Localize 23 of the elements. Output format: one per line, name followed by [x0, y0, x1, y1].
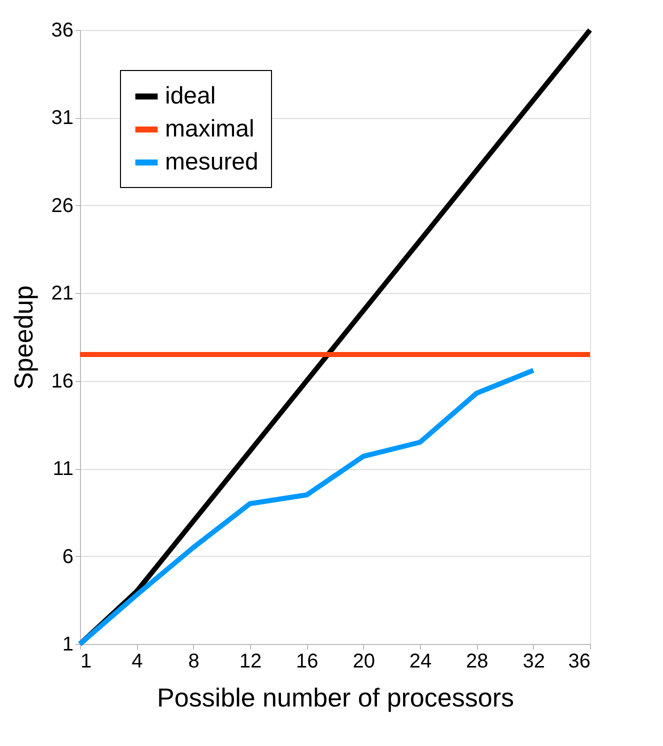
x-tick-label: 4	[132, 650, 143, 672]
legend-label: maximal	[165, 116, 254, 142]
x-tick-label: 1	[80, 650, 92, 672]
x-tick-label: 20	[352, 650, 375, 672]
x-axis-title: Possible number of processors	[157, 682, 514, 712]
legend-label: mesured	[165, 148, 258, 176]
x-tick-label: 32	[522, 650, 545, 672]
y-tick-label: 6	[62, 546, 74, 568]
y-tick-label: 1	[62, 634, 74, 656]
x-tick-label: 36	[568, 650, 590, 672]
y-axis-title: Speedup	[8, 285, 38, 390]
x-tick-label: 8	[188, 650, 200, 672]
y-tick-label: 21	[51, 282, 74, 305]
y-tick-label: 16	[51, 370, 74, 392]
legend-label: ideal	[165, 82, 216, 110]
x-tick-label: 16	[296, 650, 318, 672]
x-tick-label: 28	[466, 650, 488, 672]
x-tick-label: 12	[239, 650, 262, 672]
y-tick-label: 11	[52, 458, 74, 480]
y-tick-label: 36	[51, 20, 74, 42]
y-tick-label: 31	[51, 107, 74, 130]
y-tick-label: 26	[51, 194, 74, 217]
x-tick-label: 24	[409, 650, 432, 672]
